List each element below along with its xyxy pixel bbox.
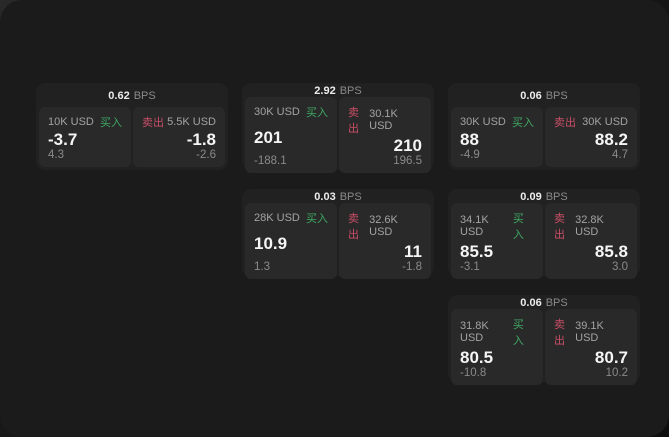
sell-delta: 196.5 <box>393 155 422 167</box>
sell-quote-cell[interactable]: 卖出 32.6K USD 11 -1.8 <box>339 203 431 279</box>
buy-amount: 31.8K USD <box>460 320 489 344</box>
sell-delta: 3.0 <box>612 261 628 273</box>
buy-amount: 34.1K USD <box>460 214 489 238</box>
spread-card: 2.92 BPS 30K USD 买入 201 -188.1 卖出 30.1K … <box>242 83 434 173</box>
buy-delta: -4.9 <box>460 149 480 161</box>
sell-label: 卖出 <box>554 117 576 129</box>
buy-quote-cell[interactable]: 30K USD 买入 201 -188.1 <box>245 97 337 173</box>
buy-delta: 4.3 <box>48 149 64 161</box>
bps-value: 0.06 <box>520 297 542 309</box>
sell-delta: 4.7 <box>612 149 628 161</box>
buy-quote-cell[interactable]: 30K USD 买入 88 -4.9 <box>451 107 543 167</box>
sell-quote-cell[interactable]: 卖出 30K USD 88.2 4.7 <box>545 107 637 167</box>
card-header: 0.06 BPS <box>448 295 640 309</box>
bps-unit: BPS <box>133 90 156 102</box>
quote-cells: 34.1K USD 买入 85.5 -3.1 卖出 32.8K USD 85.8… <box>448 203 640 282</box>
buy-quote-cell[interactable]: 28K USD 买入 10.9 1.3 <box>245 203 337 279</box>
buy-delta: -188.1 <box>254 155 287 167</box>
spread-card: 0.06 BPS 31.8K USD 买入 80.5 -10.8 卖出 39.1… <box>448 295 640 385</box>
buy-price: -3.7 <box>48 130 78 149</box>
bps-unit: BPS <box>545 90 568 102</box>
bps-value: 2.92 <box>314 85 336 97</box>
sell-price: 210 <box>393 136 422 155</box>
bps-value: 0.62 <box>108 90 130 102</box>
sell-delta: -2.6 <box>196 149 216 161</box>
buy-amount: 30K USD <box>254 106 300 118</box>
sell-price: 88.2 <box>594 130 628 149</box>
sell-amount: 32.8K USD <box>575 214 604 238</box>
buy-price: 201 <box>254 128 283 147</box>
sell-quote-cell[interactable]: 卖出 30.1K USD 210 196.5 <box>339 97 431 173</box>
buy-delta: 1.3 <box>254 261 270 273</box>
quote-cells: 28K USD 买入 10.9 1.3 卖出 32.6K USD 11 -1.8 <box>242 203 434 282</box>
card-header: 2.92 BPS <box>242 83 434 97</box>
bps-value: 0.09 <box>520 191 542 203</box>
sell-price: -1.8 <box>186 130 216 149</box>
buy-delta: -10.8 <box>460 367 487 379</box>
bps-unit: BPS <box>545 191 568 203</box>
buy-quote-cell[interactable]: 34.1K USD 买入 85.5 -3.1 <box>451 203 543 279</box>
quote-cells: 30K USD 买入 88 -4.9 卖出 30K USD 88.2 4.7 <box>448 107 640 170</box>
sell-delta: 10.2 <box>605 367 628 379</box>
sell-price: 80.7 <box>594 348 628 367</box>
buy-label: 买入 <box>306 213 328 225</box>
buy-amount: 10K USD <box>48 116 94 128</box>
card-header: 0.03 BPS <box>242 189 434 203</box>
quotes-grid: 0.62 BPS 10K USD 买入 -3.7 4.3 卖出 5.5K USD <box>36 83 640 385</box>
buy-amount: 28K USD <box>254 212 300 224</box>
spread-card: 0.09 BPS 34.1K USD 买入 85.5 -3.1 卖出 32.8K… <box>448 189 640 279</box>
sell-amount: 5.5K USD <box>167 116 216 128</box>
buy-label: 买入 <box>512 319 524 347</box>
sell-label: 卖出 <box>142 117 164 129</box>
buy-quote-cell[interactable]: 31.8K USD 买入 80.5 -10.8 <box>451 309 543 385</box>
sell-amount: 30K USD <box>582 116 628 128</box>
bps-unit: BPS <box>339 191 362 203</box>
spread-card: 0.03 BPS 28K USD 买入 10.9 1.3 卖出 32.6K US… <box>242 189 434 279</box>
buy-amount: 30K USD <box>460 116 506 128</box>
buy-quote-cell[interactable]: 10K USD 买入 -3.7 4.3 <box>39 107 131 167</box>
bps-unit: BPS <box>545 297 568 309</box>
bps-value: 0.03 <box>314 191 336 203</box>
buy-label: 买入 <box>512 213 524 241</box>
sell-price: 11 <box>404 242 422 261</box>
sell-amount: 32.6K USD <box>369 214 398 238</box>
card-header: 0.06 BPS <box>448 83 640 107</box>
sell-label: 卖出 <box>348 107 359 135</box>
card-header: 0.09 BPS <box>448 189 640 203</box>
buy-label: 买入 <box>512 117 534 129</box>
spread-card: 0.06 BPS 30K USD 买入 88 -4.9 卖出 30K USD <box>448 83 640 170</box>
bps-unit: BPS <box>339 85 362 97</box>
buy-label: 买入 <box>100 117 122 129</box>
bps-value: 0.06 <box>520 90 542 102</box>
sell-delta: -1.8 <box>402 261 422 273</box>
buy-price: 10.9 <box>254 234 288 253</box>
buy-price: 88 <box>460 130 479 149</box>
sell-quote-cell[interactable]: 卖出 5.5K USD -1.8 -2.6 <box>133 107 225 167</box>
sell-amount: 30.1K USD <box>369 108 398 132</box>
quote-cells: 30K USD 买入 201 -188.1 卖出 30.1K USD 210 1… <box>242 97 434 176</box>
buy-price: 85.5 <box>460 242 494 261</box>
quote-cells: 10K USD 买入 -3.7 4.3 卖出 5.5K USD -1.8 -2.… <box>36 107 228 170</box>
sell-amount: 39.1K USD <box>575 320 604 344</box>
buy-label: 买入 <box>306 107 328 119</box>
card-header: 0.62 BPS <box>36 83 228 107</box>
sell-quote-cell[interactable]: 卖出 39.1K USD 80.7 10.2 <box>545 309 637 385</box>
buy-price: 80.5 <box>460 348 494 367</box>
sell-quote-cell[interactable]: 卖出 32.8K USD 85.8 3.0 <box>545 203 637 279</box>
sell-label: 卖出 <box>554 213 565 241</box>
sell-price: 85.8 <box>594 242 628 261</box>
quote-cells: 31.8K USD 买入 80.5 -10.8 卖出 39.1K USD 80.… <box>448 309 640 388</box>
sell-label: 卖出 <box>554 319 565 347</box>
spread-card: 0.62 BPS 10K USD 买入 -3.7 4.3 卖出 5.5K USD <box>36 83 228 170</box>
buy-delta: -3.1 <box>460 261 480 273</box>
sell-label: 卖出 <box>348 213 359 241</box>
